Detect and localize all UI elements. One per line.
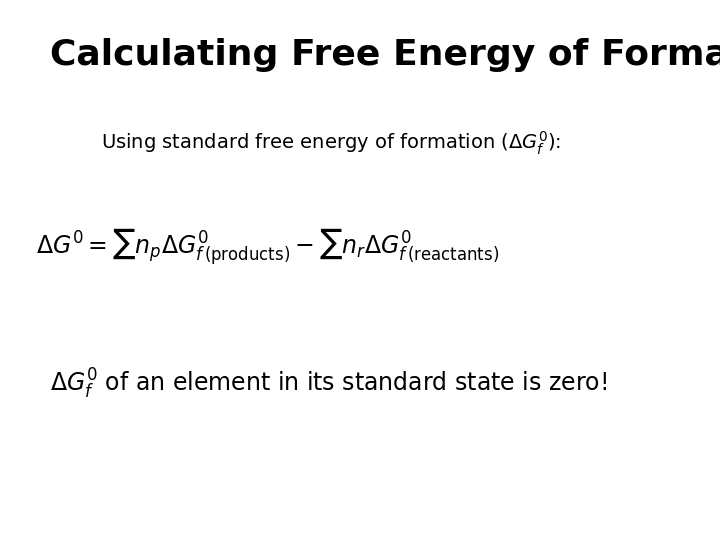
- Text: Using standard free energy of formation ($\Delta G_f^{0}$):: Using standard free energy of formation …: [101, 130, 561, 157]
- Text: Calculating Free Energy of Formation: Calculating Free Energy of Formation: [50, 38, 720, 72]
- Text: $\Delta G^{0} = \sum n_p \Delta G^{0}_{f\,(\mathrm{products})} - \sum n_r \Delta: $\Delta G^{0} = \sum n_p \Delta G^{0}_{f…: [36, 227, 499, 267]
- Text: $\Delta G_f^{0}$ of an element in its standard state is zero!: $\Delta G_f^{0}$ of an element in its st…: [50, 367, 608, 401]
